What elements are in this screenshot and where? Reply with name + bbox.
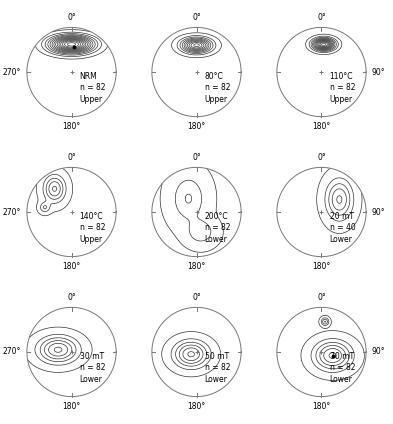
Text: 50 mT
n = 82
Lower: 50 mT n = 82 Lower: [204, 351, 230, 384]
Text: 0°: 0°: [317, 293, 326, 302]
Text: 270°: 270°: [3, 207, 21, 217]
Text: 0°: 0°: [192, 293, 201, 302]
Text: 110°C
n = 82
Upper: 110°C n = 82 Upper: [329, 72, 355, 103]
Text: 0°: 0°: [67, 293, 76, 302]
Text: 0°: 0°: [317, 153, 326, 162]
Text: 180°: 180°: [62, 402, 81, 411]
Text: 180°: 180°: [187, 402, 206, 411]
Text: 30 mT
n = 82
Lower: 30 mT n = 82 Lower: [79, 351, 105, 384]
Text: 180°: 180°: [62, 262, 81, 271]
Text: 180°: 180°: [187, 262, 206, 271]
Text: 180°: 180°: [187, 122, 206, 131]
Text: 0°: 0°: [192, 153, 201, 162]
Text: 180°: 180°: [312, 262, 331, 271]
Text: 180°: 180°: [62, 122, 81, 131]
Text: 200°C
n = 82
Lower: 200°C n = 82 Lower: [204, 212, 230, 243]
Text: 270°: 270°: [3, 348, 21, 357]
Text: 0°: 0°: [317, 13, 326, 22]
Text: 20 mT
n = 40
Lower: 20 mT n = 40 Lower: [329, 212, 355, 243]
Text: 270°: 270°: [3, 67, 21, 76]
Text: 0°: 0°: [67, 13, 76, 22]
Text: 90°: 90°: [372, 67, 386, 76]
Text: 70 mT
n = 82
Lower: 70 mT n = 82 Lower: [329, 351, 355, 384]
Text: 80°C
n = 82
Upper: 80°C n = 82 Upper: [204, 72, 230, 103]
Text: NRM
n = 82
Upper: NRM n = 82 Upper: [79, 72, 105, 103]
Text: 90°: 90°: [372, 348, 386, 357]
Text: 90°: 90°: [372, 207, 386, 217]
Text: 0°: 0°: [192, 13, 201, 22]
Text: 180°: 180°: [312, 402, 331, 411]
Text: 140°C
n = 82
Upper: 140°C n = 82 Upper: [79, 212, 105, 243]
Text: 180°: 180°: [312, 122, 331, 131]
Text: 0°: 0°: [67, 153, 76, 162]
